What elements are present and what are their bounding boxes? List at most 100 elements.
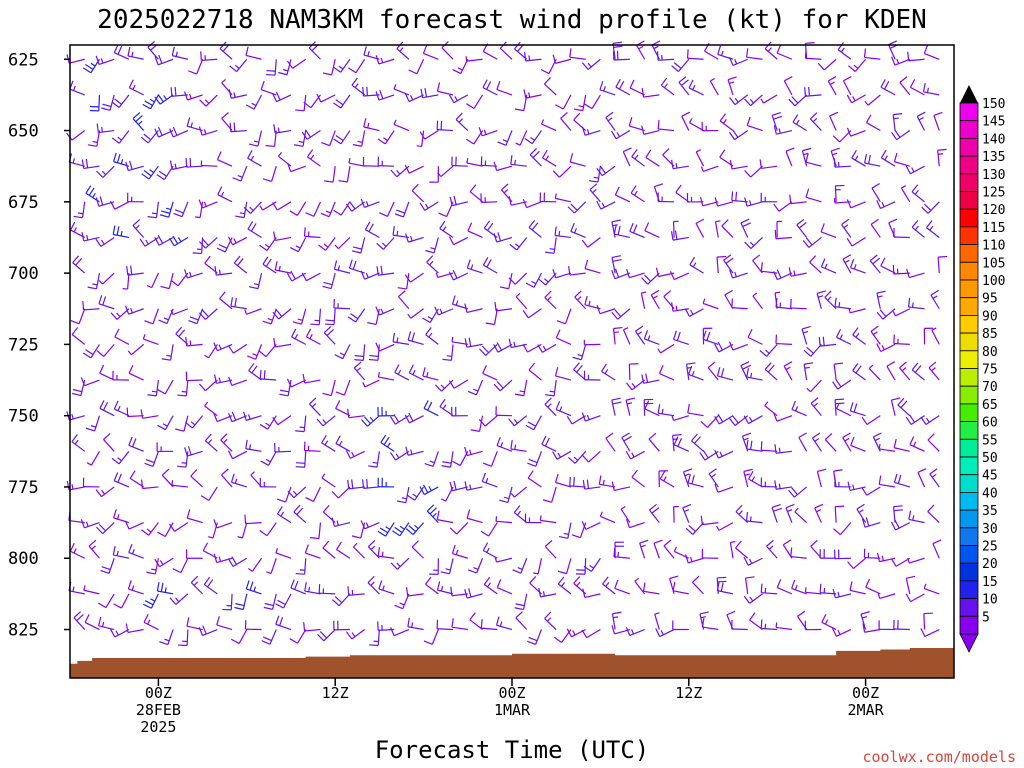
wind-barb — [611, 268, 631, 280]
wind-barb — [764, 362, 778, 381]
wind-barb — [146, 272, 159, 289]
wind-barb-layer — [66, 40, 948, 647]
wind-barb — [766, 539, 778, 559]
wind-barb — [111, 130, 130, 144]
wind-barb — [216, 237, 233, 253]
wind-barb — [422, 44, 439, 60]
colorbar-label: 10 — [982, 593, 998, 608]
colorbar-label: 125 — [982, 186, 1005, 201]
wind-barb — [192, 237, 204, 255]
wind-barb — [573, 94, 587, 112]
y-tick-label: 775 — [8, 478, 39, 498]
wind-barb — [170, 272, 189, 287]
colorbar-swatch — [959, 155, 979, 175]
wind-barb — [496, 80, 513, 96]
wind-barb — [347, 586, 365, 596]
wind-barb — [99, 364, 115, 381]
credit-link[interactable]: coolwx.com/models — [862, 748, 1016, 766]
wind-barb — [537, 343, 557, 353]
wind-barb — [514, 94, 528, 112]
wind-barb — [584, 94, 601, 110]
wind-barb — [833, 362, 844, 381]
wind-barb — [716, 581, 734, 595]
wind-barb — [97, 593, 115, 609]
wind-barb — [771, 503, 783, 523]
wind-barb — [796, 218, 808, 238]
wind-barb — [377, 130, 395, 145]
wind-barb — [620, 505, 631, 523]
wind-barb — [436, 82, 454, 96]
wind-barb — [303, 227, 321, 239]
wind-barb — [466, 157, 483, 167]
wind-barb — [792, 114, 807, 132]
wind-barb — [272, 91, 292, 103]
wind-barb — [835, 403, 852, 417]
wind-barb — [522, 198, 542, 209]
wind-barb — [514, 379, 528, 397]
wind-barb — [404, 272, 424, 283]
wind-barb — [333, 130, 351, 145]
wind-barb — [469, 184, 483, 203]
wind-barb — [583, 370, 601, 381]
wind-barb — [834, 297, 851, 310]
colorbar-swatch — [959, 438, 979, 458]
wind-barb — [273, 124, 292, 134]
wind-barb — [555, 401, 572, 417]
wind-barb — [729, 94, 749, 106]
wind-barb — [861, 415, 881, 426]
wind-barb — [198, 379, 218, 392]
wind-barb — [289, 629, 307, 644]
wind-barb — [689, 256, 704, 274]
wind-barb — [128, 543, 144, 559]
wind-barb — [716, 522, 734, 531]
wind-barb — [544, 539, 557, 559]
wind-barb — [261, 629, 277, 645]
wind-barb — [847, 481, 866, 492]
wind-barb — [542, 486, 557, 503]
wind-barb — [566, 415, 586, 425]
wind-barb — [154, 54, 174, 66]
wind-barb — [735, 540, 749, 559]
wind-barb — [611, 397, 622, 416]
colorbar-swatch — [959, 137, 979, 157]
wind-barb — [323, 326, 336, 345]
colorbar-label: 40 — [982, 486, 998, 501]
wind-barb — [451, 406, 468, 417]
wind-barb — [392, 522, 410, 537]
wind-barb — [493, 379, 513, 392]
wind-barb — [589, 166, 601, 183]
wind-barb — [524, 130, 542, 145]
wind-barb — [702, 330, 719, 345]
wind-barb — [612, 326, 623, 345]
wind-barb — [291, 328, 307, 345]
wind-barb — [95, 55, 115, 65]
wind-barb — [289, 201, 307, 217]
wind-barb — [422, 367, 439, 381]
wind-barb — [891, 56, 911, 66]
colorbar-label: 5 — [982, 610, 990, 625]
wind-barb — [842, 432, 852, 452]
colorbar-label: 35 — [982, 504, 998, 519]
wind-barb — [258, 344, 277, 358]
wind-barb — [899, 361, 911, 381]
wind-barb — [599, 511, 616, 524]
wind-barb — [140, 409, 159, 419]
wind-barb — [128, 79, 144, 96]
wind-barb — [96, 123, 115, 134]
wind-barb — [641, 88, 660, 98]
wind-barb — [818, 336, 837, 347]
wind-barb — [515, 611, 528, 630]
wind-barb — [723, 254, 734, 274]
wind-barb — [110, 308, 130, 320]
colorbar-swatch — [959, 403, 979, 422]
wind-barb — [169, 160, 188, 170]
wind-barb — [611, 130, 631, 140]
wind-barb — [482, 257, 498, 274]
wind-barb — [360, 520, 380, 530]
wind-barb — [670, 230, 689, 241]
wind-barb — [465, 130, 484, 145]
wind-barb — [451, 544, 468, 559]
wind-barb — [272, 201, 292, 211]
wind-barb — [500, 183, 513, 203]
wind-barb — [892, 308, 911, 317]
